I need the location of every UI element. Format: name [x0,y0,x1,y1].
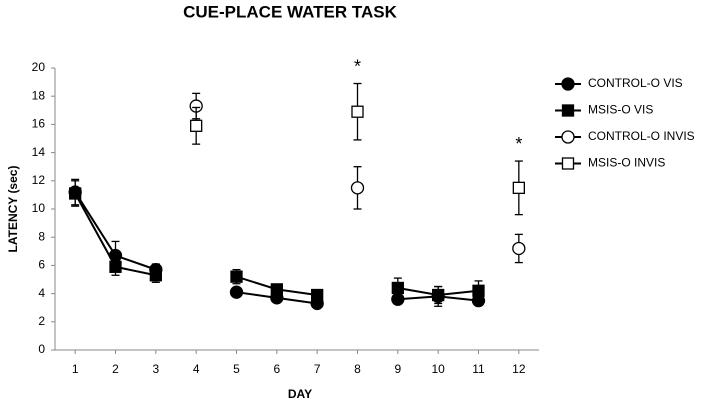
marker [391,281,404,295]
marker [512,241,526,256]
marker [432,288,445,302]
marker [230,270,243,283]
marker [512,181,525,195]
legend-marker [561,130,575,144]
x-tick-label: 8 [354,362,361,376]
marker [109,260,122,273]
legend-label: MSIS-O INVIS [588,156,665,170]
y-tick-label: 6 [38,258,45,272]
x-tick-label: 9 [394,362,401,376]
y-tick-label: 16 [32,117,46,131]
marker [229,285,244,299]
y-tick-label: 10 [32,201,46,215]
y-tick-label: 8 [38,229,45,243]
y-tick-label: 0 [38,342,45,356]
marker [311,288,324,302]
legend-marker [561,104,575,117]
y-tick-label: 4 [38,286,45,300]
x-tick-label: 11 [472,362,485,376]
x-tick-label: 6 [273,362,280,376]
x-tick-label: 3 [152,362,159,376]
y-axis-label: LATENCY (sec) [6,166,20,253]
legend-label: CONTROL-O VIS [588,76,683,90]
chart-title: CUE-PLACE WATER TASK [183,2,397,21]
y-tick-label: 18 [32,88,46,102]
y-tick-label: 14 [32,145,46,159]
legend-marker [561,77,575,91]
marker [270,283,283,296]
x-axis-label: DAY [288,387,312,401]
marker [472,284,485,297]
legend-label: CONTROL-O INVIS [588,129,695,143]
legend-marker [561,157,575,170]
x-tick-label: 2 [112,362,119,376]
marker [350,181,365,195]
marker [351,105,364,118]
annotation: * [515,134,522,154]
series-line [74,193,479,297]
x-tick-label: 10 [431,362,445,376]
x-tick-label: 7 [314,362,321,376]
y-tick-label: 2 [38,314,45,328]
y-tick-label: 20 [32,60,46,74]
x-tick-label: 4 [193,362,200,376]
y-tick-label: 12 [32,173,46,187]
marker [69,187,82,200]
x-tick-label: 12 [512,362,526,376]
x-tick-label: 5 [233,362,240,376]
annotation: * [354,56,361,76]
x-tick-label: 1 [72,362,79,376]
marker [149,269,162,282]
legend-label: MSIS-O VIS [588,103,653,117]
marker [190,119,203,132]
